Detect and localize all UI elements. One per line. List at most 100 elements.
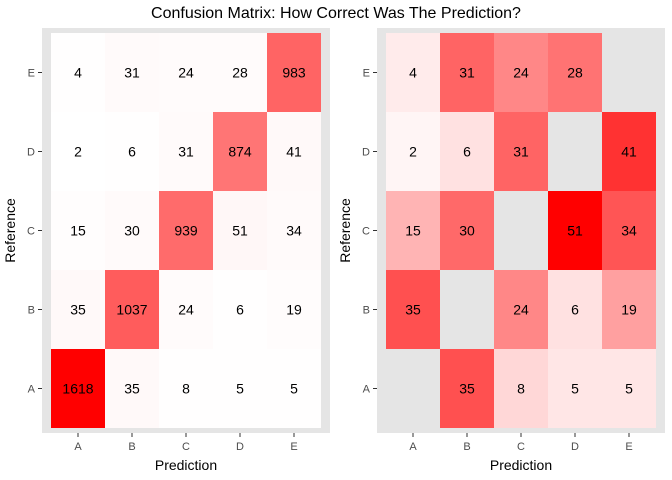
x-tick-label-d: D bbox=[236, 441, 244, 453]
cell-value-b-c: 24 bbox=[178, 302, 194, 318]
heatmap-cell-b-d bbox=[548, 270, 602, 349]
y-tick-label-a: A bbox=[363, 384, 371, 396]
heatmap-panels: 1618 35 8 5 5 35 1037 24 6 19 15 30 939 51 34 2 6 31 874 41… bbox=[2, 28, 665, 473]
cell-value-a-c: 8 bbox=[517, 381, 525, 397]
cell-value-c-a: 15 bbox=[405, 223, 421, 239]
heatmap-cell-d-e bbox=[267, 112, 321, 191]
heatmap-cell-c-e bbox=[602, 191, 656, 270]
cell-value-b-e: 19 bbox=[621, 302, 637, 318]
x-tick-label-a: A bbox=[409, 441, 417, 453]
cell-value-a-b: 35 bbox=[124, 381, 140, 397]
cell-value-c-b: 30 bbox=[124, 223, 140, 239]
heatmap-cell-d-e bbox=[602, 112, 656, 191]
heatmap-cell-a-d bbox=[548, 349, 602, 428]
heatmap-cell-e-d bbox=[548, 33, 602, 112]
y-tick-label-c: C bbox=[27, 226, 35, 238]
cell-value-b-e: 19 bbox=[286, 302, 302, 318]
heatmap-panel-2: 35 8 5 5 35 24 6 19 15 30 51 34 2 6 31 41 4 31 24 28 A B C D E A B… bbox=[337, 28, 665, 473]
heatmap-cell-e-e bbox=[267, 33, 321, 112]
cell-value-a-e: 5 bbox=[625, 381, 633, 397]
cell-value-b-d: 6 bbox=[236, 302, 244, 318]
heatmap-cell-b-b bbox=[105, 270, 159, 349]
cell-value-b-b: 1037 bbox=[116, 302, 147, 318]
heatmap-cell-e-c bbox=[494, 33, 548, 112]
heatmap-cell-c-d bbox=[213, 191, 267, 270]
y-tick-label-d: D bbox=[27, 147, 35, 159]
heatmap-cell-d-c bbox=[159, 112, 213, 191]
heatmap-cell-c-a bbox=[51, 191, 105, 270]
heatmap-cell-c-b bbox=[105, 191, 159, 270]
y-tick-label-d: D bbox=[362, 147, 370, 159]
heatmap-cell-d-c bbox=[494, 112, 548, 191]
heatmap-cell-e-a bbox=[386, 33, 440, 112]
cell-value-a-b: 35 bbox=[459, 381, 475, 397]
y-tick-label-b: B bbox=[363, 305, 370, 317]
heatmap-cell-e-a bbox=[51, 33, 105, 112]
cell-value-e-c: 24 bbox=[178, 65, 194, 81]
cell-value-a-d: 5 bbox=[236, 381, 244, 397]
heatmap-cell-e-c bbox=[159, 33, 213, 112]
y-tick-label-b: B bbox=[28, 305, 35, 317]
heatmap-cell-b-e bbox=[602, 270, 656, 349]
cell-value-d-e: 41 bbox=[286, 144, 302, 160]
cell-value-c-b: 30 bbox=[459, 223, 475, 239]
heatmap-cell-b-c bbox=[159, 270, 213, 349]
x-axis-title: Prediction bbox=[155, 457, 217, 473]
heatmap-cell-d-d bbox=[213, 112, 267, 191]
heatmap-cell-a-c bbox=[159, 349, 213, 428]
heatmap-cell-b-a bbox=[51, 270, 105, 349]
heatmap-cell-d-b bbox=[440, 112, 494, 191]
heatmap-cell-a-c bbox=[494, 349, 548, 428]
cell-value-d-a: 2 bbox=[74, 144, 82, 160]
heatmap-cell-d-a bbox=[386, 112, 440, 191]
x-tick-label-e: E bbox=[290, 441, 297, 453]
y-axis-title: Reference bbox=[2, 198, 18, 263]
cell-value-b-a: 35 bbox=[405, 302, 421, 318]
cell-value-a-d: 5 bbox=[571, 381, 579, 397]
cell-value-e-b: 31 bbox=[124, 65, 140, 81]
heatmap-cell-a-d bbox=[213, 349, 267, 428]
x-tick-label-b: B bbox=[128, 441, 135, 453]
cell-value-b-a: 35 bbox=[70, 302, 86, 318]
cell-value-c-d: 51 bbox=[232, 223, 248, 239]
cell-value-d-c: 31 bbox=[513, 144, 529, 160]
cell-value-e-d: 28 bbox=[567, 65, 583, 81]
y-axis-title: Reference bbox=[337, 198, 353, 263]
heatmap-cell-c-e bbox=[267, 191, 321, 270]
y-tick-label-e: E bbox=[28, 68, 35, 80]
cell-value-c-c: 939 bbox=[174, 223, 198, 239]
cell-value-d-b: 6 bbox=[463, 144, 471, 160]
x-axis-title: Prediction bbox=[490, 457, 552, 473]
heatmap-cell-c-c bbox=[159, 191, 213, 270]
figure-title: Confusion Matrix: How Correct Was The Pr… bbox=[151, 5, 521, 22]
cell-value-a-a: 1618 bbox=[62, 381, 93, 397]
heatmap-cell-d-a bbox=[51, 112, 105, 191]
y-tick-label-c: C bbox=[362, 226, 370, 238]
heatmap-cell-c-a bbox=[386, 191, 440, 270]
cell-value-e-e: 983 bbox=[282, 65, 306, 81]
heatmap-cell-a-a bbox=[51, 349, 105, 428]
x-tick-label-e: E bbox=[625, 441, 632, 453]
cell-value-e-c: 24 bbox=[513, 65, 529, 81]
cell-value-d-c: 31 bbox=[178, 144, 194, 160]
heatmap-cell-b-a bbox=[386, 270, 440, 349]
cell-value-d-b: 6 bbox=[128, 144, 136, 160]
cell-value-d-a: 2 bbox=[409, 144, 417, 160]
heatmap-cell-a-e bbox=[602, 349, 656, 428]
x-tick-label-c: C bbox=[182, 441, 190, 453]
cell-value-c-d: 51 bbox=[567, 223, 583, 239]
heatmap-cell-b-e bbox=[267, 270, 321, 349]
cell-value-d-d: 874 bbox=[228, 144, 252, 160]
cell-value-c-a: 15 bbox=[70, 223, 86, 239]
cell-value-a-e: 5 bbox=[290, 381, 298, 397]
heatmap-panel-1: 1618 35 8 5 5 35 1037 24 6 19 15 30 939 51 34 2 6 31 874 41… bbox=[2, 28, 330, 473]
x-tick-label-d: D bbox=[571, 441, 579, 453]
cell-value-c-e: 34 bbox=[621, 223, 637, 239]
heatmap-cell-d-b bbox=[105, 112, 159, 191]
x-tick-label-b: B bbox=[463, 441, 470, 453]
cell-value-e-d: 28 bbox=[232, 65, 248, 81]
cell-value-b-c: 24 bbox=[513, 302, 529, 318]
heatmap-cell-e-b bbox=[440, 33, 494, 112]
x-tick-label-c: C bbox=[517, 441, 525, 453]
